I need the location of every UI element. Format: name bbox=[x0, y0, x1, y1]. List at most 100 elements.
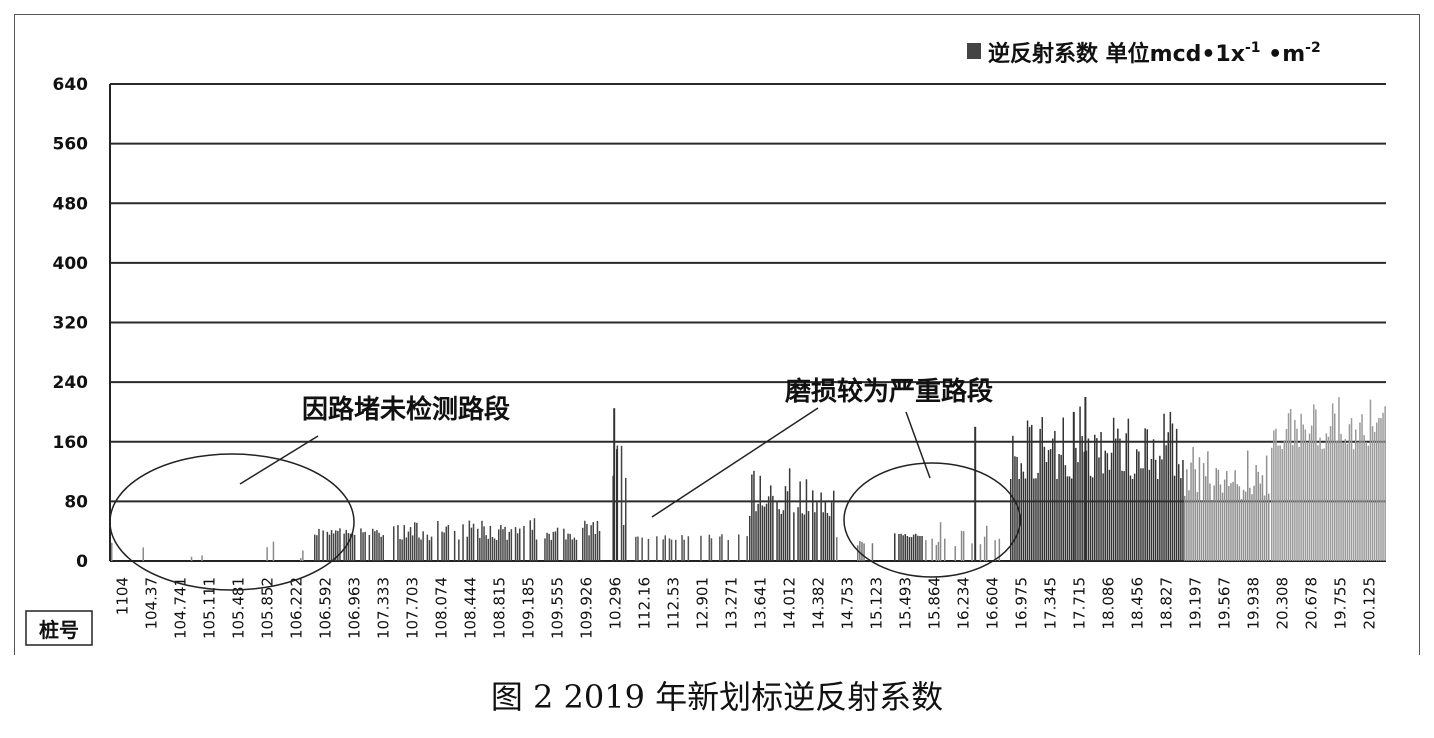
bar bbox=[894, 533, 896, 561]
bar bbox=[1213, 485, 1215, 561]
bar bbox=[620, 445, 623, 561]
x-tick-label: 15.864 bbox=[926, 577, 944, 630]
bar bbox=[778, 509, 780, 561]
bar bbox=[411, 535, 414, 561]
bar bbox=[816, 501, 818, 561]
bar bbox=[535, 539, 538, 561]
bar bbox=[1275, 428, 1277, 561]
bar bbox=[1285, 429, 1288, 561]
y-tick-label: 640 bbox=[53, 75, 89, 95]
bar bbox=[1154, 459, 1157, 561]
bar bbox=[647, 538, 650, 561]
bar bbox=[683, 539, 685, 561]
bar bbox=[807, 511, 810, 561]
annotations: 因路堵未检测路段 磨损较为严重路段 bbox=[109, 376, 1021, 591]
bar bbox=[1186, 469, 1188, 561]
bar bbox=[1365, 441, 1367, 561]
bar bbox=[1060, 454, 1062, 561]
bar bbox=[1039, 428, 1041, 561]
bar bbox=[481, 520, 483, 561]
bar bbox=[458, 539, 460, 561]
y-tick-label: 400 bbox=[53, 254, 89, 274]
bar bbox=[1077, 462, 1079, 561]
bar bbox=[919, 536, 921, 561]
bar bbox=[548, 533, 550, 561]
annotation-worn: 磨损较为严重路段 bbox=[785, 376, 993, 407]
bar bbox=[755, 511, 757, 561]
bar bbox=[1125, 433, 1127, 561]
bar bbox=[727, 540, 729, 561]
bar bbox=[613, 408, 616, 561]
bar bbox=[749, 515, 751, 561]
bar bbox=[797, 507, 799, 561]
bar bbox=[1123, 471, 1125, 561]
bar bbox=[767, 496, 770, 561]
bar bbox=[443, 532, 445, 561]
bar bbox=[782, 510, 785, 561]
bar bbox=[1024, 478, 1027, 561]
bar bbox=[472, 523, 475, 561]
x-tick-label: 17.345 bbox=[1042, 577, 1060, 630]
x-tick-label: 107.333 bbox=[375, 577, 393, 639]
bar bbox=[662, 539, 664, 561]
bar bbox=[788, 468, 791, 561]
bar bbox=[487, 538, 489, 561]
bar bbox=[719, 536, 721, 561]
bar bbox=[1313, 404, 1315, 561]
bar bbox=[300, 558, 302, 561]
bar bbox=[971, 543, 973, 561]
bar bbox=[1363, 435, 1365, 561]
bar bbox=[1359, 422, 1361, 561]
bar bbox=[322, 530, 324, 561]
bar bbox=[477, 528, 479, 561]
bar bbox=[1028, 427, 1031, 561]
bar bbox=[332, 533, 335, 561]
bar bbox=[1142, 468, 1144, 561]
bar bbox=[351, 533, 354, 561]
bar bbox=[1304, 429, 1307, 561]
bar bbox=[1242, 489, 1245, 561]
annotation-untested: 因路堵未检测路段 bbox=[302, 394, 510, 425]
bar bbox=[1251, 494, 1253, 561]
bar bbox=[272, 541, 275, 561]
bar bbox=[863, 543, 865, 561]
bar bbox=[1325, 433, 1328, 561]
x-tick-label: 108.815 bbox=[491, 577, 509, 639]
bar bbox=[1083, 451, 1085, 561]
bar bbox=[1361, 414, 1363, 561]
bar bbox=[1091, 477, 1094, 561]
bar bbox=[780, 513, 782, 561]
bar bbox=[403, 525, 405, 561]
x-tick-label: 109.555 bbox=[549, 577, 567, 639]
bar bbox=[1331, 403, 1334, 561]
bar bbox=[1238, 486, 1241, 561]
bar bbox=[567, 533, 569, 561]
bar bbox=[1072, 411, 1075, 561]
bar bbox=[1129, 475, 1132, 561]
bar bbox=[1182, 460, 1184, 561]
bar bbox=[1382, 412, 1384, 561]
bar bbox=[1121, 470, 1123, 561]
bar bbox=[1110, 452, 1113, 561]
bar bbox=[1136, 449, 1138, 561]
bar bbox=[857, 545, 859, 561]
bar bbox=[776, 500, 778, 561]
bar bbox=[1211, 500, 1213, 561]
bar bbox=[426, 534, 429, 561]
bar bbox=[1070, 478, 1073, 561]
bar bbox=[1334, 413, 1336, 561]
bar bbox=[708, 534, 711, 561]
bar bbox=[1308, 433, 1311, 561]
bar bbox=[422, 531, 424, 561]
bar bbox=[979, 544, 982, 561]
bar bbox=[668, 538, 671, 561]
bar bbox=[1138, 451, 1140, 561]
bar bbox=[1294, 419, 1296, 561]
bar bbox=[508, 531, 510, 561]
bar bbox=[1079, 406, 1081, 561]
bar bbox=[1062, 417, 1064, 561]
y-tick-label: 160 bbox=[53, 433, 89, 453]
bar bbox=[1300, 413, 1302, 561]
bar bbox=[302, 550, 304, 561]
bar bbox=[826, 513, 829, 561]
